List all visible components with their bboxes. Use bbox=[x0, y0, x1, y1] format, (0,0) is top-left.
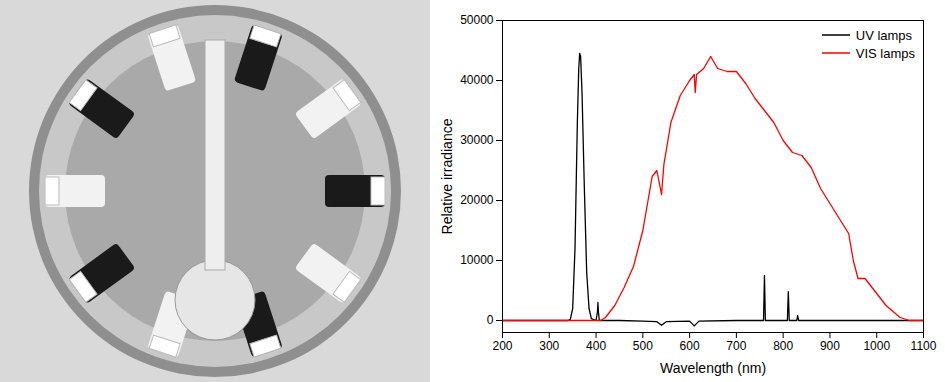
svg-text:300: 300 bbox=[539, 339, 559, 353]
svg-text:50000: 50000 bbox=[460, 13, 494, 27]
svg-text:20000: 20000 bbox=[460, 193, 494, 207]
svg-text:200: 200 bbox=[492, 339, 512, 353]
svg-text:800: 800 bbox=[773, 339, 793, 353]
html-text:UV lamps: UV lamps bbox=[855, 27, 913, 43]
svg-text:1100: 1100 bbox=[911, 339, 937, 353]
svg-text:40000: 40000 bbox=[460, 73, 494, 87]
svg-text:900: 900 bbox=[820, 339, 840, 353]
svg-text:500: 500 bbox=[633, 339, 653, 353]
svg-text:Relative irradiance: Relative irradiance bbox=[439, 118, 455, 234]
svg-text:Wavelength (nm): Wavelength (nm) bbox=[660, 360, 766, 376]
svg-text:600: 600 bbox=[680, 339, 700, 353]
svg-text:10000: 10000 bbox=[460, 253, 494, 267]
svg-text:30000: 30000 bbox=[460, 133, 494, 147]
html-text:VIS lamps: VIS lamps bbox=[855, 45, 915, 61]
svg-text:0: 0 bbox=[487, 313, 494, 327]
svg-text:400: 400 bbox=[586, 339, 606, 353]
svg-text:700: 700 bbox=[726, 339, 746, 353]
svg-text:1000: 1000 bbox=[863, 339, 890, 353]
